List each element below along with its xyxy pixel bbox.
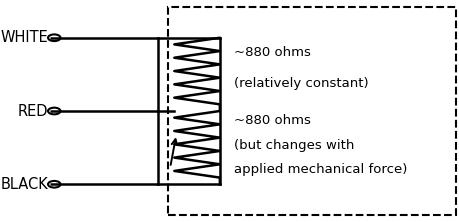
Text: applied mechanical force): applied mechanical force) bbox=[234, 163, 407, 176]
Text: BLACK: BLACK bbox=[0, 177, 48, 192]
Text: (relatively constant): (relatively constant) bbox=[234, 77, 368, 90]
Bar bbox=[168, 7, 455, 215]
Text: RED: RED bbox=[17, 103, 48, 119]
Text: WHITE: WHITE bbox=[0, 30, 48, 45]
Text: (but changes with: (but changes with bbox=[234, 139, 354, 152]
Text: ~880 ohms: ~880 ohms bbox=[234, 115, 311, 127]
Text: ~880 ohms: ~880 ohms bbox=[234, 46, 311, 59]
